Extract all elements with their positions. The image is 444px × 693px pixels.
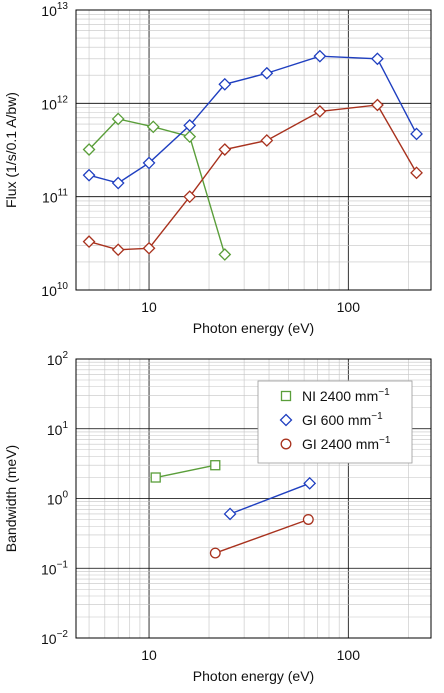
square-marker <box>210 460 221 471</box>
y-axis-label: Bandwidth (meV) <box>3 445 19 552</box>
diamond-marker <box>313 49 327 63</box>
diamond-marker <box>313 104 327 118</box>
circle-marker <box>302 514 314 525</box>
series-line <box>229 482 310 515</box>
y-tick-exponent: 2 <box>62 350 68 361</box>
y-tick-exponent: −1 <box>57 559 69 570</box>
y-tick-label: 10−1 <box>41 559 68 577</box>
y-tick-base: 10 <box>41 631 57 647</box>
diamond-marker <box>111 176 125 190</box>
y-tick-base: 10 <box>47 492 63 508</box>
legend-entry-label: GI 2400 mm−1 <box>302 435 391 452</box>
diamond-marker <box>371 98 384 112</box>
series-line <box>88 104 418 251</box>
diamond-marker <box>183 190 197 204</box>
diamond-marker <box>82 235 96 249</box>
y-tick-base: 10 <box>41 96 57 112</box>
x-tick-label: 100 <box>337 647 361 663</box>
diamond-marker <box>146 120 160 134</box>
diamond-marker <box>218 143 232 156</box>
grid <box>76 10 431 290</box>
legend-name: NI 2400 mm <box>302 388 378 404</box>
y-tick-base: 10 <box>47 352 63 368</box>
series-line <box>88 118 226 255</box>
diamond-marker <box>82 143 96 156</box>
diamond-marker <box>260 66 274 80</box>
series-line <box>215 518 309 554</box>
diamond-marker <box>218 248 232 261</box>
y-tick-exponent: 0 <box>62 490 68 501</box>
x-tick-label: 100 <box>337 299 361 315</box>
y-tick-label: 102 <box>47 350 69 368</box>
y-tick-label: 10−2 <box>41 629 68 647</box>
legend-name-superscript: −1 <box>379 435 391 446</box>
square-marker <box>150 472 161 483</box>
diamond-marker <box>371 52 384 66</box>
diamond-marker <box>82 168 96 182</box>
circle-marker <box>280 438 292 450</box>
diamond-marker <box>142 241 156 255</box>
y-tick-base: 10 <box>41 283 57 299</box>
y-axis-label: Flux (1/s/0.1 A/bw) <box>3 92 19 208</box>
square-marker <box>280 390 292 402</box>
diamond-marker <box>111 112 125 126</box>
diamond-marker <box>218 77 232 91</box>
diamond-marker <box>142 156 156 170</box>
legend-entry-label: GI 600 mm−1 <box>302 411 383 428</box>
y-tick-label: 1011 <box>42 188 68 206</box>
y-tick-label: 1012 <box>41 94 68 112</box>
plot-frame <box>75 358 432 639</box>
x-tick-label: 10 <box>141 299 157 315</box>
series-2 <box>223 476 317 521</box>
y-tick-exponent: −2 <box>57 629 69 640</box>
series-2 <box>82 49 423 190</box>
y-tick-label: 1013 <box>41 1 68 19</box>
y-tick-exponent: 12 <box>57 94 69 105</box>
x-axis-label: Photon energy (eV) <box>193 668 314 684</box>
diamond-marker <box>260 134 274 147</box>
diamond-marker <box>410 127 423 141</box>
series-1 <box>150 460 221 483</box>
y-tick-label: 1010 <box>41 281 68 299</box>
series-3 <box>82 98 423 257</box>
y-tick-exponent: 10 <box>57 281 69 292</box>
diamond-marker <box>279 413 293 427</box>
y-tick-base: 10 <box>47 422 63 438</box>
legend-entry-label: NI 2400 mm−1 <box>302 387 390 404</box>
diamond-marker <box>223 507 237 521</box>
diamond-marker <box>183 118 197 132</box>
series-1 <box>82 112 232 261</box>
series-line <box>155 464 216 479</box>
legend-name: GI 600 mm <box>302 412 371 428</box>
diamond-marker <box>183 130 197 144</box>
legend-name: GI 2400 mm <box>302 436 379 452</box>
series-3 <box>209 514 314 559</box>
diamond-marker <box>410 166 423 180</box>
y-tick-base: 10 <box>41 3 57 19</box>
legend-name-superscript: −1 <box>371 411 383 422</box>
circle-marker <box>209 547 221 559</box>
x-tick-label: 10 <box>141 647 157 663</box>
diamond-marker <box>111 243 125 257</box>
plot-frame <box>75 9 432 291</box>
legend: NI 2400 mm−1GI 600 mm−1GI 2400 mm−1 <box>257 380 413 464</box>
y-tick-base: 10 <box>41 561 57 577</box>
y-tick-label: 101 <box>47 420 69 438</box>
y-tick-label: 100 <box>47 490 69 508</box>
y-tick-exponent: 11 <box>58 188 69 199</box>
y-tick-base: 10 <box>42 190 58 206</box>
diamond-marker <box>303 476 317 490</box>
y-tick-exponent: 1 <box>62 420 68 431</box>
legend-name-superscript: −1 <box>378 387 390 398</box>
x-axis-label: Photon energy (eV) <box>193 320 314 336</box>
y-tick-exponent: 13 <box>57 1 69 12</box>
